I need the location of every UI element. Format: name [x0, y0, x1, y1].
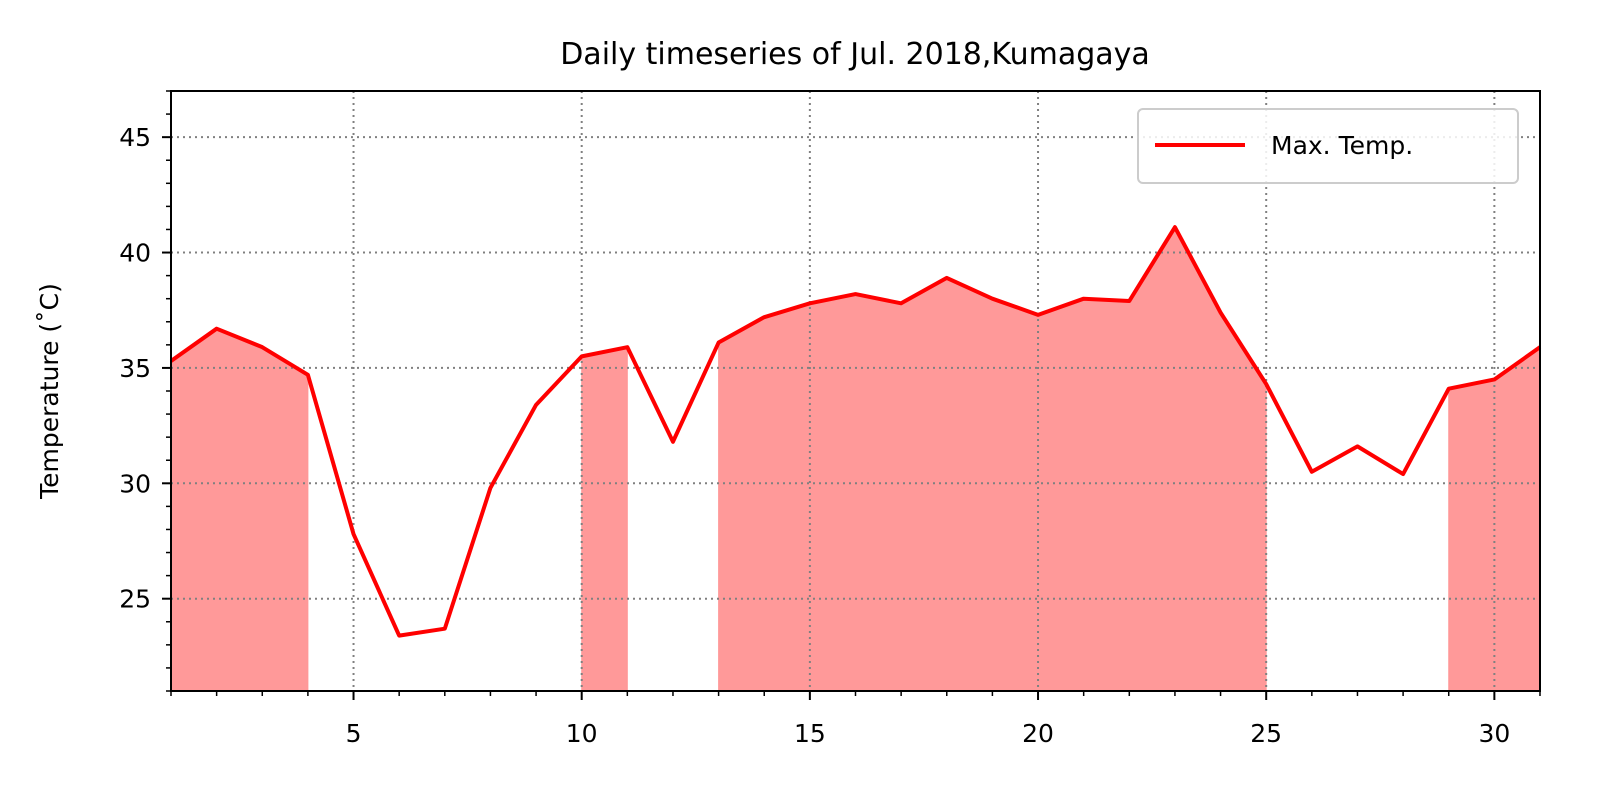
grid-group: [171, 91, 1540, 691]
legend-label: Max. Temp.: [1271, 131, 1413, 160]
data-point: [670, 439, 676, 445]
data-point: [1081, 296, 1087, 302]
y-tick-label: 30: [119, 469, 151, 498]
data-point: [1035, 312, 1041, 318]
ticks-group: 5 10 15 20 25 30 25 30 35 40 45: [119, 90, 1541, 748]
y-tick-label: 40: [119, 239, 151, 268]
fill-area-group: [170, 226, 1541, 692]
fill-area-1: [170, 328, 309, 692]
data-point: [1263, 381, 1269, 387]
data-point: [1218, 310, 1224, 316]
data-point: [989, 296, 995, 302]
x-tick-label: 25: [1250, 719, 1282, 748]
y-axis-label: Temperature (˚C): [35, 283, 64, 500]
data-point: [579, 353, 585, 359]
x-tick-label: 30: [1478, 719, 1510, 748]
data-point: [807, 300, 813, 306]
x-tick-label: 15: [794, 719, 826, 748]
data-point: [351, 531, 357, 537]
data-point: [214, 326, 220, 332]
data-point: [396, 633, 402, 639]
data-point: [761, 314, 767, 320]
data-point: [1491, 376, 1497, 382]
data-point: [898, 300, 904, 306]
chart-title: Daily timeseries of Jul. 2018,Kumagaya: [560, 37, 1150, 72]
y-tick-label: 35: [119, 354, 151, 383]
data-point: [1400, 471, 1406, 477]
data-point: [1126, 298, 1132, 304]
y-tick-label: 45: [119, 123, 151, 152]
data-point: [259, 344, 265, 350]
series-line-group: [169, 224, 1542, 639]
data-point: [1172, 224, 1178, 230]
data-point: [533, 402, 539, 408]
data-point: [305, 372, 311, 378]
data-point: [1354, 443, 1360, 449]
data-point: [624, 344, 630, 350]
legend-box: [1137, 108, 1519, 184]
x-tick-label: 20: [1022, 719, 1054, 748]
fill-area-2: [581, 346, 628, 692]
x-tick-label: 5: [346, 719, 362, 748]
series-line-max-temp: [169, 225, 1542, 638]
data-point: [944, 275, 950, 281]
data-point: [442, 626, 448, 632]
legend: Max. Temp.: [1137, 108, 1519, 184]
data-point: [1446, 386, 1452, 392]
data-point: [853, 291, 859, 297]
data-point: [1309, 469, 1315, 475]
data-point: [487, 485, 493, 491]
x-tick-label: 10: [566, 719, 598, 748]
data-point: [716, 340, 722, 346]
y-tick-label: 25: [119, 585, 151, 614]
